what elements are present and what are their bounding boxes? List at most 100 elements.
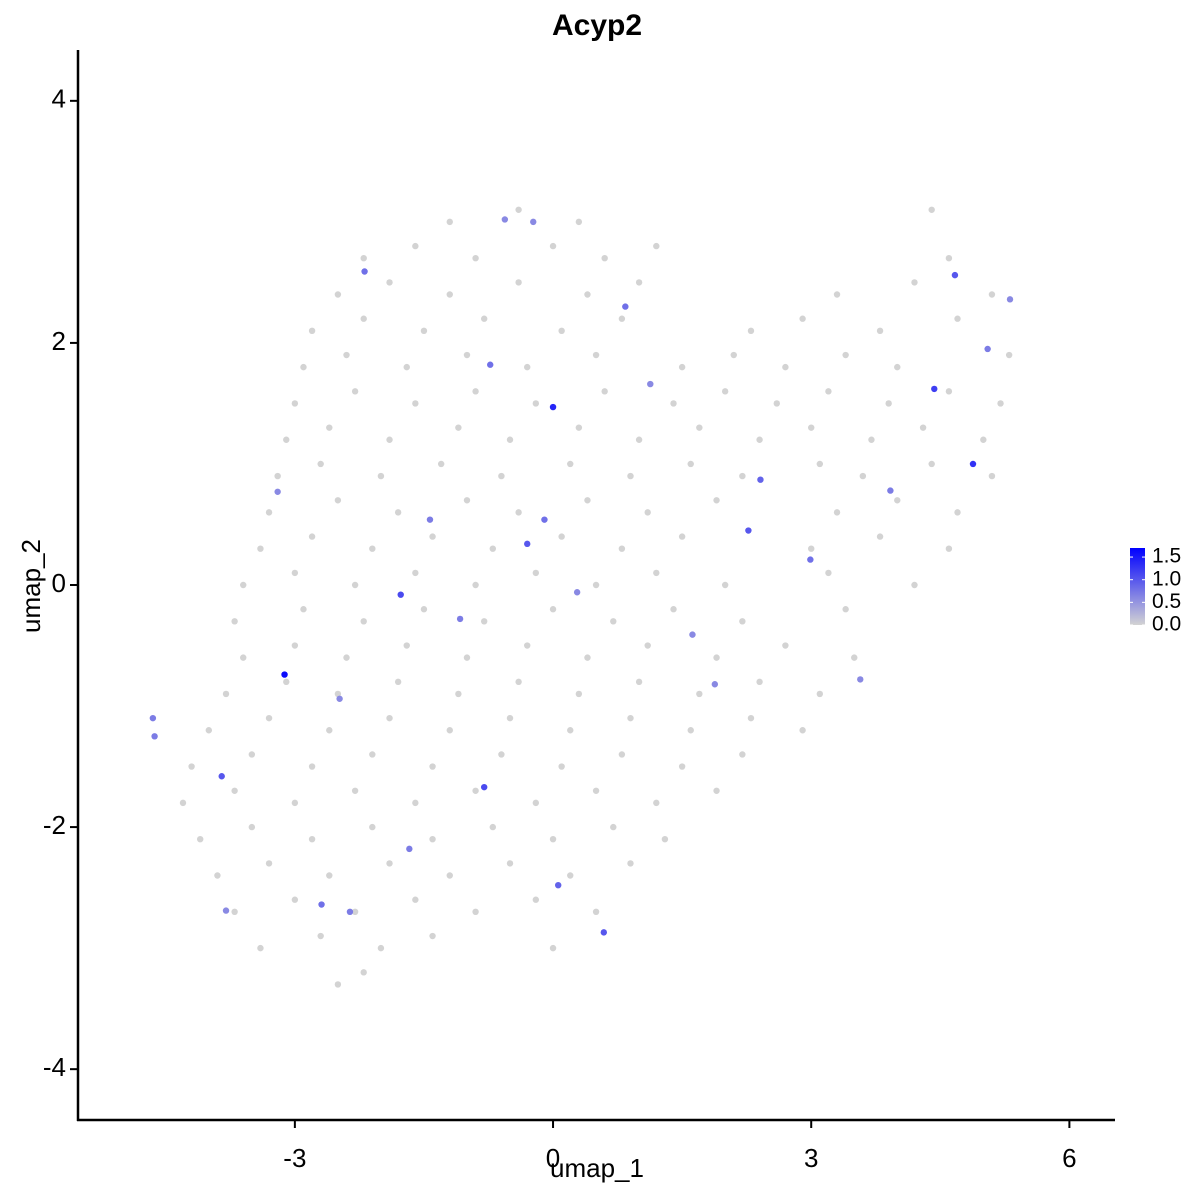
point xyxy=(807,556,814,563)
point xyxy=(954,509,961,516)
point xyxy=(472,908,479,916)
point xyxy=(317,932,324,940)
point xyxy=(360,969,367,976)
point xyxy=(530,218,537,226)
point xyxy=(575,218,583,226)
point xyxy=(601,254,608,262)
point xyxy=(808,545,815,552)
point xyxy=(377,944,385,952)
point xyxy=(498,751,505,758)
point xyxy=(487,361,494,368)
point xyxy=(782,642,789,649)
point xyxy=(842,351,849,359)
point xyxy=(678,763,686,770)
point xyxy=(326,424,333,431)
point xyxy=(532,896,540,903)
point xyxy=(412,242,419,250)
point xyxy=(455,424,462,431)
point xyxy=(300,606,307,613)
point xyxy=(610,618,617,625)
point xyxy=(308,835,316,843)
chart-title: Acyp2 xyxy=(552,9,642,42)
point xyxy=(567,460,574,468)
point xyxy=(397,591,404,598)
point xyxy=(506,714,514,722)
point xyxy=(151,733,158,740)
colorbar xyxy=(1130,548,1145,625)
point xyxy=(515,678,522,686)
x-axis-label: umap_1 xyxy=(550,1153,644,1183)
point xyxy=(524,642,531,649)
point xyxy=(386,279,393,286)
point xyxy=(573,589,581,596)
point xyxy=(549,944,557,952)
point xyxy=(670,606,677,613)
point xyxy=(549,835,557,843)
point xyxy=(859,472,867,480)
point xyxy=(222,690,230,698)
point xyxy=(274,488,281,495)
point xyxy=(687,460,694,468)
point xyxy=(446,291,453,298)
colorbar-tick-label: 1.5 xyxy=(1152,545,1181,568)
point xyxy=(420,606,428,613)
point xyxy=(627,860,634,867)
point xyxy=(954,315,961,322)
point xyxy=(653,242,660,250)
point xyxy=(945,388,953,395)
point xyxy=(911,581,918,589)
point xyxy=(842,606,849,613)
point xyxy=(549,242,557,250)
point xyxy=(472,581,479,589)
point xyxy=(833,291,841,298)
point xyxy=(745,527,752,534)
point xyxy=(555,881,562,889)
point xyxy=(326,727,333,734)
point xyxy=(291,400,299,407)
point xyxy=(622,303,629,310)
point xyxy=(945,545,953,552)
point xyxy=(291,569,299,577)
point xyxy=(231,908,238,916)
point xyxy=(179,799,187,807)
point xyxy=(291,799,299,807)
point xyxy=(334,981,342,988)
point xyxy=(1005,351,1013,359)
x-tick-label: 3 xyxy=(804,1143,818,1173)
point xyxy=(635,436,643,443)
point xyxy=(833,509,841,516)
point xyxy=(825,388,832,395)
point xyxy=(756,678,763,686)
point xyxy=(336,695,343,702)
point xyxy=(218,773,225,780)
point xyxy=(584,654,591,661)
point xyxy=(584,497,591,504)
y-tick-label: 2 xyxy=(52,326,66,356)
point xyxy=(406,845,413,853)
point xyxy=(351,388,359,395)
point xyxy=(739,618,746,625)
point xyxy=(532,569,540,577)
point xyxy=(988,291,996,298)
point xyxy=(351,581,359,589)
point xyxy=(240,654,247,661)
point xyxy=(911,279,918,286)
point xyxy=(575,424,583,431)
point xyxy=(524,540,531,548)
point xyxy=(988,472,996,480)
point xyxy=(928,460,935,468)
point xyxy=(730,351,737,359)
point xyxy=(257,944,264,952)
point xyxy=(248,823,256,831)
point xyxy=(343,654,350,661)
point xyxy=(501,216,509,223)
point xyxy=(361,268,368,275)
point xyxy=(696,690,703,698)
point xyxy=(429,835,436,843)
point xyxy=(592,581,600,589)
point xyxy=(463,351,471,359)
point xyxy=(931,385,938,393)
point xyxy=(429,533,436,540)
point xyxy=(928,206,935,213)
colorbar-tick-label: 0.0 xyxy=(1152,613,1181,636)
